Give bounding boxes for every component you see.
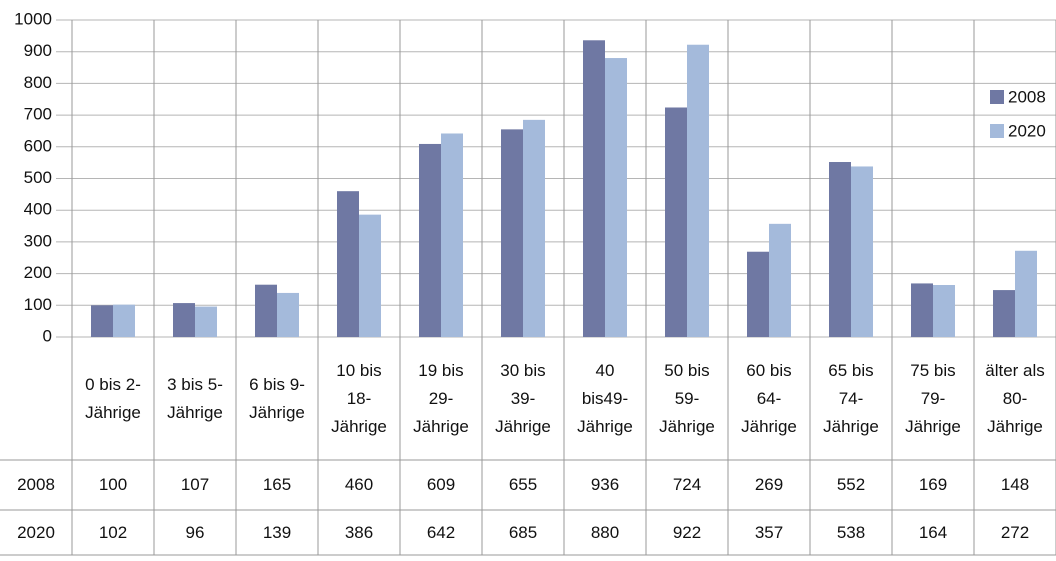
bar [747,251,769,337]
table-value: 165 [262,475,292,494]
bar [911,283,933,337]
legend-label: 2008 [1008,87,1046,106]
table-value: 148 [1000,475,1030,494]
bar [173,303,195,337]
table-row-label: 2020 [17,522,55,542]
y-tick-label: 600 [24,136,52,155]
bar [277,292,299,337]
y-tick-label: 200 [24,263,52,282]
y-tick-label: 1000 [14,9,52,28]
y-tick-label: 800 [24,73,52,92]
table-value: 102 [98,522,128,542]
x-tick-label: 75 bis 79- Jährige [905,360,961,436]
x-tick-label: 50 bis 59- Jährige [659,360,715,436]
bar [337,191,359,337]
x-tick-label: 19 bis 29- Jährige [413,360,469,436]
table-value: 386 [344,522,374,542]
y-tick-label: 400 [24,200,52,219]
bar [1015,250,1037,337]
table-value: 460 [344,475,374,494]
bar [851,166,873,337]
x-tick-label: 30 bis 39- Jährige [495,360,551,436]
table-value: 139 [262,522,292,542]
table-value: 107 [180,475,210,494]
bar [195,306,217,337]
bar [687,44,709,337]
bar [665,107,687,337]
y-tick-label: 300 [24,231,52,250]
bar [419,143,441,337]
table-value: 357 [754,522,784,542]
y-tick-label: 0 [43,326,52,345]
table-value: 272 [1000,522,1030,542]
y-tick-label: 100 [24,295,52,314]
bar [255,284,277,337]
x-tick-label: 3 bis 5- Jährige [167,374,223,422]
x-tick-label: 60 bis 64- Jährige [741,360,797,436]
table-value: 609 [426,475,456,494]
bar [91,305,113,337]
y-tick-label: 900 [24,41,52,60]
table-value: 880 [590,522,620,542]
table-value: 169 [918,475,948,494]
table-value: 269 [754,475,784,494]
bar [441,133,463,337]
bar [769,223,791,337]
bar [993,290,1015,337]
x-tick-label: 65 bis 74- Jährige [823,360,879,436]
table-value: 164 [918,522,948,542]
bar [113,304,135,337]
bar [583,40,605,338]
y-tick-label: 700 [24,105,52,124]
table-value: 642 [426,522,456,542]
x-tick-label: älter als 80- Jährige [985,360,1045,436]
legend-swatch [990,90,1004,104]
table-value: 936 [590,475,620,494]
table-value: 685 [508,522,538,542]
legend-label: 2020 [1008,121,1046,140]
bar [605,58,627,337]
table-value: 655 [508,475,538,494]
table-value: 724 [672,475,702,494]
table-value: 552 [836,475,866,494]
legend-swatch [990,124,1004,138]
x-tick-label: 40 bis49- Jährige [577,360,633,436]
y-tick-label: 500 [24,168,52,187]
bar [933,285,955,337]
table-value: 538 [836,522,866,542]
x-tick-label: 0 bis 2- Jährige [85,374,141,422]
bar [501,129,523,337]
x-tick-label: 6 bis 9- Jährige [249,374,305,422]
bar [523,119,545,337]
x-tick-label: 10 bis 18- Jährige [331,360,387,436]
table-value: 100 [98,475,128,494]
bar [359,214,381,337]
table-value: 922 [672,522,702,542]
table-row-label: 2008 [17,475,55,494]
table-value: 96 [185,522,205,542]
bar [829,162,851,337]
